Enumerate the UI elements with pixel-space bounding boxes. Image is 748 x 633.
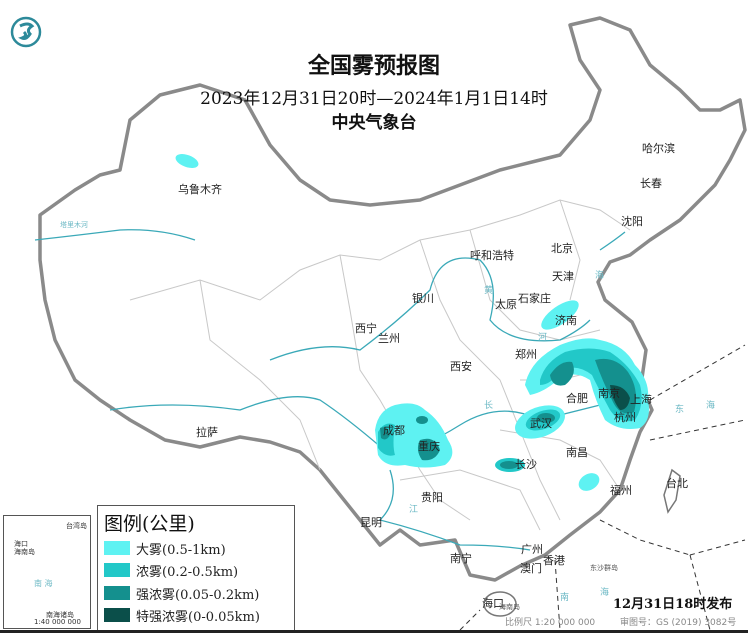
water-label: 塔里木河 bbox=[60, 221, 88, 229]
city-label: 北京 bbox=[551, 242, 573, 255]
inset-label: 南海诸岛 bbox=[46, 611, 74, 619]
map-scale: 比例尺 1:20 000 000 bbox=[505, 618, 596, 628]
legend-item: 浓雾(0.2-0.5km) bbox=[104, 561, 239, 580]
fog-area-urumqi bbox=[175, 154, 199, 168]
city-label: 沈阳 bbox=[621, 215, 643, 228]
legend: 图例(公里) 大雾(0.5-1km) 浓雾(0.2-0.5km) 强浓雾(0.0… bbox=[97, 505, 295, 631]
city-label: 成都 bbox=[383, 424, 405, 437]
legend-item: 大雾(0.5-1km) bbox=[104, 539, 226, 558]
bottom-frame bbox=[0, 630, 748, 633]
water-label: 东 bbox=[675, 405, 685, 415]
city-label: 合肥 bbox=[566, 392, 588, 405]
city-label: 南昌 bbox=[566, 446, 588, 459]
city-label: 石家庄 bbox=[518, 292, 551, 305]
south-china-sea-inset: 台湾岛 海口 海南岛 南 海 南海诸岛 1:40 000 000 bbox=[3, 515, 91, 629]
city-label: 昆明 bbox=[360, 516, 382, 529]
legend-swatch bbox=[104, 586, 130, 600]
rivers bbox=[34, 229, 651, 551]
city-label: 福州 bbox=[610, 484, 632, 497]
city-label: 杭州 bbox=[614, 411, 636, 424]
legend-swatch bbox=[104, 541, 130, 555]
city-label: 长沙 bbox=[515, 458, 537, 471]
fog-area-fuzhou bbox=[578, 473, 600, 491]
city-label: 济南 bbox=[555, 314, 577, 327]
city-label: 长春 bbox=[640, 177, 662, 190]
country-border bbox=[38, 16, 747, 582]
map-approval-number: 审图号：GS (2019) 3082号 bbox=[620, 618, 737, 628]
issue-time: 12月31日18时发布 bbox=[613, 597, 733, 612]
inset-label: 南 海 bbox=[34, 579, 53, 588]
fog-areas bbox=[175, 154, 649, 491]
city-label: 西安 bbox=[450, 360, 472, 373]
water-label: 海南岛 bbox=[499, 603, 520, 611]
water-label: 东沙群岛 bbox=[590, 564, 618, 572]
city-label: 广州 bbox=[521, 543, 543, 556]
province-borders bbox=[129, 199, 631, 531]
fog-area-jinan bbox=[541, 300, 579, 330]
water-label: 海 bbox=[595, 271, 605, 281]
city-label: 西宁 bbox=[355, 322, 377, 335]
legend-label: 大雾(0.5-1km) bbox=[136, 542, 226, 558]
city-label: 海口 bbox=[482, 597, 504, 610]
sea-boundary-lines bbox=[459, 344, 746, 631]
city-label: 银川 bbox=[412, 292, 434, 305]
city-label: 南京 bbox=[598, 387, 620, 400]
fog-area-wuhan bbox=[515, 405, 565, 439]
legend-item: 特强浓雾(0-0.05km) bbox=[104, 606, 260, 625]
fog-area-changsha bbox=[495, 458, 525, 472]
city-label: 郑州 bbox=[515, 348, 537, 361]
city-label: 乌鲁木齐 bbox=[178, 183, 222, 196]
city-label: 香港 bbox=[543, 554, 565, 567]
city-label: 贵阳 bbox=[421, 491, 443, 504]
hainan-island bbox=[483, 591, 517, 617]
legend-swatch bbox=[104, 563, 130, 577]
legend-label: 强浓雾(0.05-0.2km) bbox=[136, 587, 260, 603]
issuer: 中央气象台 bbox=[331, 113, 417, 133]
inset-label: 台湾岛 bbox=[66, 522, 87, 530]
legend-swatch bbox=[104, 608, 130, 622]
fog-area-east-china bbox=[525, 338, 649, 429]
city-label: 哈尔滨 bbox=[642, 142, 675, 155]
fog-area-sichuan bbox=[375, 403, 453, 468]
city-label: 呼和浩特 bbox=[470, 249, 514, 262]
forecast-period: 2023年12月31日20时—2024年1月1日14时 bbox=[200, 89, 548, 109]
city-label: 台北 bbox=[666, 477, 688, 490]
water-label: 黄 bbox=[484, 286, 494, 296]
legend-label: 浓雾(0.2-0.5km) bbox=[136, 564, 239, 580]
city-label: 太原 bbox=[495, 298, 517, 311]
water-label: 长 bbox=[484, 401, 494, 411]
legend-item: 强浓雾(0.05-0.2km) bbox=[104, 584, 260, 603]
taiwan-island bbox=[663, 468, 681, 514]
city-label: 南宁 bbox=[450, 552, 472, 565]
water-label: 海 bbox=[600, 588, 610, 598]
city-label: 上海 bbox=[630, 393, 652, 406]
inset-scale: 1:40 000 000 bbox=[34, 618, 81, 626]
water-label: 河 bbox=[538, 333, 548, 343]
city-label: 拉萨 bbox=[196, 426, 218, 439]
city-label: 武汉 bbox=[530, 417, 552, 430]
dragon-logo-icon bbox=[10, 16, 42, 48]
city-label: 天津 bbox=[552, 270, 574, 283]
legend-title: 图例(公里) bbox=[104, 513, 195, 535]
water-label: 海 bbox=[706, 401, 716, 411]
map-title: 全国雾预报图 bbox=[307, 53, 440, 79]
inset-label: 海口 bbox=[14, 540, 28, 548]
legend-label: 特强浓雾(0-0.05km) bbox=[136, 609, 260, 625]
city-label: 澳门 bbox=[520, 562, 542, 575]
city-label: 兰州 bbox=[378, 332, 400, 345]
inset-label: 海南岛 bbox=[14, 548, 35, 556]
city-label: 重庆 bbox=[418, 440, 440, 453]
water-label: 江 bbox=[409, 505, 419, 515]
water-label: 南 bbox=[560, 593, 570, 603]
